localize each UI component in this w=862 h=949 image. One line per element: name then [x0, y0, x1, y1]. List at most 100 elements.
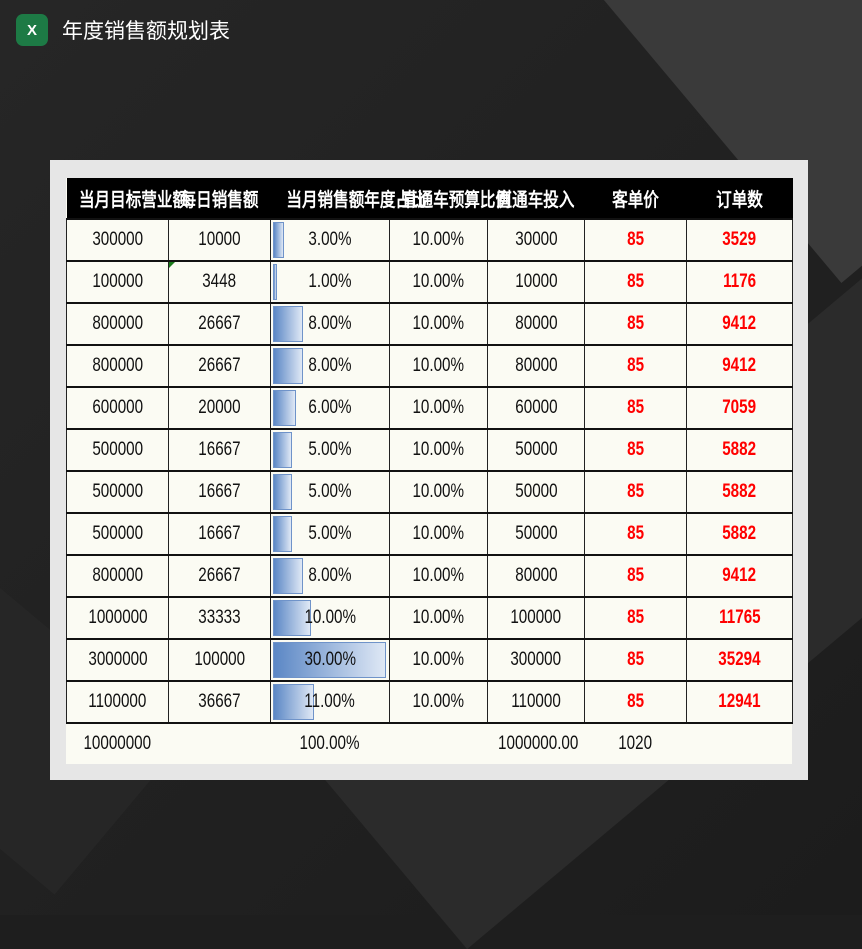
table-cell[interactable]: 8.00%	[270, 302, 390, 346]
table-cell[interactable]: 8.00%	[270, 554, 390, 598]
table-cell[interactable]: 3.00%	[270, 218, 390, 262]
table-cell[interactable]: 11.00%	[270, 680, 390, 724]
column-header[interactable]: 当月销售额年度占比	[270, 178, 426, 219]
table-cell[interactable]: 9412	[686, 344, 793, 388]
table-cell[interactable]: 9412	[686, 302, 793, 346]
table-cell[interactable]: 100000	[66, 260, 169, 304]
table-cell[interactable]: 3529	[686, 218, 793, 262]
table-cell[interactable]: 11765	[686, 596, 793, 640]
table-cell[interactable]: 50000	[487, 470, 585, 514]
table-cell[interactable]: 85	[584, 596, 687, 640]
table-cell[interactable]: 5.00%	[270, 470, 390, 514]
table-cell[interactable]: 10.00%	[389, 512, 488, 556]
column-header[interactable]: 当月目标营业额	[66, 178, 188, 219]
table-cell[interactable]: 10.00%	[270, 596, 390, 640]
table-cell[interactable]: 12941	[686, 680, 793, 724]
table-cell[interactable]: 3000000	[66, 638, 169, 682]
total-cell[interactable]	[686, 722, 793, 764]
table-cell[interactable]: 20000	[168, 386, 271, 430]
table-cell[interactable]: 300000	[66, 218, 169, 262]
table-cell[interactable]: 10.00%	[389, 386, 488, 430]
table-cell[interactable]: 110000	[487, 680, 585, 724]
table-cell[interactable]: 80000	[487, 344, 585, 388]
table-cell[interactable]: 10.00%	[389, 554, 488, 598]
column-header[interactable]: 直通车投入	[487, 178, 585, 219]
table-cell[interactable]: 80000	[487, 554, 585, 598]
table-cell[interactable]: 10.00%	[389, 302, 488, 346]
table-cell[interactable]: 85	[584, 638, 687, 682]
total-cell[interactable]: 100.00%	[270, 722, 390, 764]
column-header[interactable]: 直通车预算比例	[389, 178, 511, 219]
table-cell[interactable]: 16667	[168, 512, 271, 556]
table-cell[interactable]: 10.00%	[389, 596, 488, 640]
table-cell[interactable]: 36667	[168, 680, 271, 724]
column-header[interactable]: 客单价	[584, 178, 687, 219]
total-cell[interactable]	[168, 722, 271, 764]
table-cell[interactable]: 26667	[168, 344, 271, 388]
table-cell[interactable]: 1.00%	[270, 260, 390, 304]
table-cell[interactable]: 85	[584, 470, 687, 514]
table-cell[interactable]: 7059	[686, 386, 793, 430]
table-cell[interactable]: 5882	[686, 512, 793, 556]
table-cell[interactable]: 100000	[487, 596, 585, 640]
table-cell[interactable]: 85	[584, 428, 687, 472]
table-cell[interactable]: 1176	[686, 260, 793, 304]
table-cell[interactable]: 85	[584, 512, 687, 556]
table-cell[interactable]: 500000	[66, 470, 169, 514]
table-cell[interactable]: 1100000	[66, 680, 169, 724]
table-cell[interactable]: 50000	[487, 512, 585, 556]
table-cell[interactable]: 9412	[686, 554, 793, 598]
table-cell[interactable]: 5882	[686, 470, 793, 514]
table-cell[interactable]: 10.00%	[389, 638, 488, 682]
table-cell[interactable]: 85	[584, 554, 687, 598]
column-header[interactable]: 订单数	[686, 178, 793, 219]
table-cell[interactable]: 35294	[686, 638, 793, 682]
table-cell[interactable]: 10.00%	[389, 218, 488, 262]
table-cell[interactable]: 85	[584, 386, 687, 430]
table-cell[interactable]: 26667	[168, 554, 271, 598]
table-cell[interactable]: 300000	[487, 638, 585, 682]
table-cell[interactable]: 85	[584, 344, 687, 388]
table-cell[interactable]: 800000	[66, 302, 169, 346]
table-cell[interactable]: 5.00%	[270, 512, 390, 556]
table-cell[interactable]: 85	[584, 260, 687, 304]
table-cell[interactable]: 33333	[168, 596, 271, 640]
table-cell[interactable]: 50000	[487, 428, 585, 472]
table-cell[interactable]: 8.00%	[270, 344, 390, 388]
table-cell[interactable]: 100000	[168, 638, 271, 682]
table-cell[interactable]: 10.00%	[389, 470, 488, 514]
table-cell[interactable]: 30000	[487, 218, 585, 262]
table-cell[interactable]: 500000	[66, 428, 169, 472]
table-cell[interactable]: 10.00%	[389, 428, 488, 472]
table-cell[interactable]: 5882	[686, 428, 793, 472]
column-header[interactable]: 每日销售额	[168, 178, 271, 219]
table-cell[interactable]: 5.00%	[270, 428, 390, 472]
total-cell[interactable]	[389, 722, 488, 764]
table-cell[interactable]: 800000	[66, 554, 169, 598]
table-cell[interactable]: 3448	[168, 260, 271, 304]
table-cell[interactable]: 16667	[168, 428, 271, 472]
cell-value: 500000	[92, 439, 143, 460]
total-cell[interactable]: 1000000.00	[487, 722, 585, 764]
table-cell[interactable]: 6.00%	[270, 386, 390, 430]
total-cell[interactable]: 1020	[584, 722, 687, 764]
table-cell[interactable]: 60000	[487, 386, 585, 430]
table-cell[interactable]: 16667	[168, 470, 271, 514]
table-cell[interactable]: 10.00%	[389, 344, 488, 388]
table-cell[interactable]: 10.00%	[389, 260, 488, 304]
table-cell[interactable]: 10000	[487, 260, 585, 304]
table-cell[interactable]: 10.00%	[389, 680, 488, 724]
table-cell[interactable]: 85	[584, 302, 687, 346]
table-cell[interactable]: 600000	[66, 386, 169, 430]
table-cell[interactable]: 80000	[487, 302, 585, 346]
table-cell[interactable]: 800000	[66, 344, 169, 388]
table-cell[interactable]: 10000	[168, 218, 271, 262]
table-cell[interactable]: 30.00%	[270, 638, 390, 682]
cell-value: 12941	[718, 691, 761, 712]
table-cell[interactable]: 85	[584, 680, 687, 724]
table-cell[interactable]: 85	[584, 218, 687, 262]
table-cell[interactable]: 1000000	[66, 596, 169, 640]
table-cell[interactable]: 26667	[168, 302, 271, 346]
total-cell[interactable]: 10000000	[66, 722, 169, 764]
table-cell[interactable]: 500000	[66, 512, 169, 556]
